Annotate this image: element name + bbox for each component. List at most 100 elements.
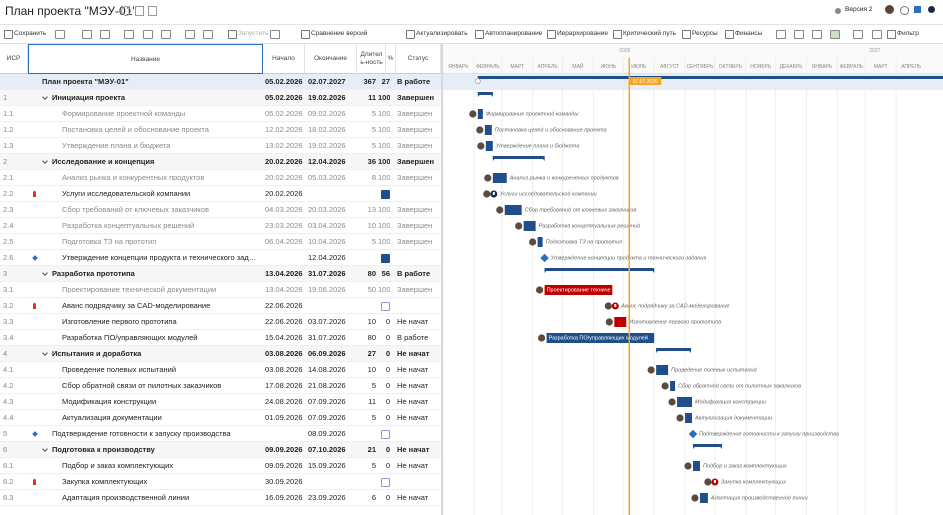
app-icon[interactable] <box>914 6 921 13</box>
percent-cell: 0 <box>385 397 390 406</box>
status-checkbox[interactable] <box>381 254 390 263</box>
gantt-task-label: Подтверждение готовности к запуску произ… <box>699 431 839 437</box>
table-row[interactable] <box>0 234 441 250</box>
toolbar-icon[interactable] <box>4 30 13 39</box>
toolbar-icon[interactable] <box>185 30 195 39</box>
start-cell: 05.02.2026 <box>265 109 303 118</box>
toolbar-button[interactable]: Сравнение версий <box>311 30 368 37</box>
toolbar-icon[interactable] <box>547 30 556 39</box>
toolbar-icon[interactable] <box>794 30 804 39</box>
table-row[interactable] <box>0 346 441 362</box>
version-label[interactable]: Версия 2 <box>845 6 873 13</box>
column-header[interactable]: % <box>386 44 396 74</box>
gantt-task-label: Изготовление первого прототипа <box>629 319 721 325</box>
toolbar-icon[interactable] <box>124 30 134 39</box>
toolbar-icon[interactable] <box>613 30 622 39</box>
toolbar-button[interactable]: Ресурсы <box>692 30 718 37</box>
task-name: Разработка концептуальных решений <box>62 221 195 230</box>
table-row[interactable] <box>0 298 441 314</box>
column-header[interactable]: Статус <box>396 44 441 74</box>
toolbar-button[interactable]: Финансы <box>735 30 763 37</box>
table-row[interactable] <box>0 378 441 394</box>
toolbar-icon[interactable] <box>887 30 896 39</box>
gantt-task-label: Подбор и заказ комплектующих <box>703 463 787 469</box>
table-row[interactable] <box>0 138 441 154</box>
table-row[interactable] <box>0 490 441 506</box>
toolbar-icon[interactable] <box>161 30 171 39</box>
toolbar-button[interactable]: Запустить <box>238 30 269 37</box>
toolbar-button[interactable]: Сохранить <box>14 30 47 37</box>
toolbar-icon[interactable] <box>682 30 691 39</box>
toolbar-icon[interactable] <box>270 30 280 39</box>
table-row[interactable] <box>0 474 441 490</box>
splitter[interactable] <box>441 44 443 515</box>
table-row[interactable] <box>0 106 441 122</box>
column-header[interactable]: Название <box>28 44 263 74</box>
toolbar-icon[interactable] <box>100 30 110 39</box>
table-row[interactable] <box>0 218 441 234</box>
toolbar-icon[interactable] <box>55 30 65 39</box>
toolbar-icon[interactable] <box>725 30 734 39</box>
table-row[interactable] <box>0 74 441 90</box>
status-checkbox[interactable] <box>381 190 390 199</box>
status-checkbox[interactable] <box>381 478 390 487</box>
status-checkbox[interactable] <box>381 430 390 439</box>
end-cell: 21.08.2026 <box>308 381 346 390</box>
task-name: Проведение полевых испытаний <box>62 365 177 374</box>
column-header[interactable]: ИСР <box>0 44 28 74</box>
toolbar-icon[interactable] <box>872 30 882 39</box>
copy-icon[interactable] <box>148 6 157 16</box>
table-row[interactable] <box>0 170 441 186</box>
toolbar-icon[interactable] <box>82 30 92 39</box>
table-row[interactable] <box>0 122 441 138</box>
toolbar-icon[interactable] <box>406 30 415 39</box>
star-icon[interactable] <box>121 6 131 16</box>
toolbar-button[interactable]: Иерархирование <box>557 30 609 37</box>
percent-cell: 100 <box>378 237 390 246</box>
column-header[interactable]: Начало <box>263 44 305 74</box>
duration-cell: 80 <box>367 333 376 342</box>
summary-bar <box>656 348 692 351</box>
status-checkbox[interactable] <box>381 302 390 311</box>
start-cell: 20.02.2026 <box>265 157 303 166</box>
table-row[interactable] <box>0 442 441 458</box>
table-row[interactable] <box>0 314 441 330</box>
duration-cell: 13 <box>367 205 376 214</box>
column-header[interactable]: Длитель-ность <box>358 44 386 74</box>
table-row[interactable] <box>0 410 441 426</box>
table-row[interactable] <box>0 186 441 202</box>
toolbar-button[interactable]: Актуализировать <box>416 30 468 37</box>
toolbar-icon[interactable] <box>776 30 786 39</box>
start-cell: 13.04.2026 <box>265 285 303 294</box>
toolbar-icon[interactable] <box>143 30 153 39</box>
payment-icon <box>33 479 36 485</box>
history-icon[interactable] <box>900 6 909 15</box>
toolbar-icon[interactable] <box>812 30 822 39</box>
table-row[interactable] <box>0 330 441 346</box>
toolbar-icon[interactable] <box>830 30 840 39</box>
toolbar-button[interactable]: Критический путь <box>623 30 676 37</box>
table-row[interactable] <box>0 394 441 410</box>
toolbar-icon[interactable] <box>853 30 863 39</box>
table-row[interactable] <box>0 250 441 266</box>
table-row[interactable] <box>0 282 441 298</box>
toolbar-button[interactable]: Автопланирование <box>485 30 543 37</box>
table-row[interactable] <box>0 426 441 442</box>
toolbar-icon[interactable] <box>203 30 213 39</box>
toolbar-icon[interactable] <box>301 30 310 39</box>
user-avatar[interactable] <box>885 5 894 14</box>
column-header[interactable]: Окончание <box>305 44 357 74</box>
end-cell: 05.03.2026 <box>308 173 346 182</box>
table-row[interactable] <box>0 90 441 106</box>
table-row[interactable] <box>0 458 441 474</box>
toolbar-icon[interactable] <box>475 30 484 39</box>
table-row[interactable] <box>0 202 441 218</box>
end-cell: 20.03.2026 <box>308 205 346 214</box>
info-icon[interactable] <box>135 6 144 16</box>
table-row[interactable] <box>0 154 441 170</box>
month-label: ИЮЛЬ <box>631 64 647 70</box>
table-row[interactable] <box>0 266 441 282</box>
toolbar-button[interactable]: Фильтр <box>897 30 919 37</box>
table-row[interactable] <box>0 362 441 378</box>
toolbar-icon[interactable] <box>228 30 237 39</box>
